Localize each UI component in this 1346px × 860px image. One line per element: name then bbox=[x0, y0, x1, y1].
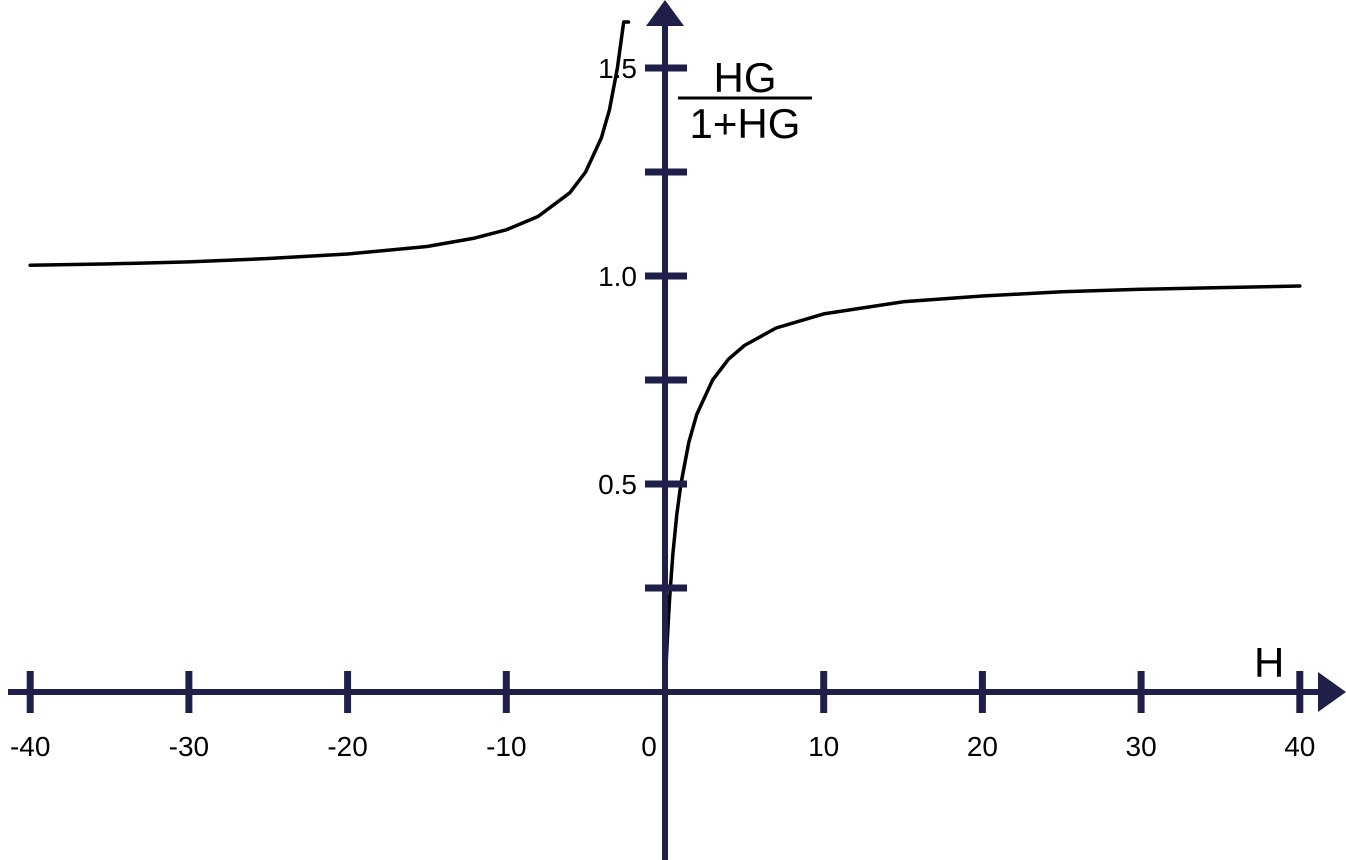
tick-labels: -40 -30 -20 -10 0 10 20 30 40 0.5 1.0 1.5 bbox=[10, 53, 1315, 762]
x-tick-label--20: -20 bbox=[327, 731, 367, 762]
x-tick-label-0: 0 bbox=[641, 731, 657, 762]
x-axis-label: H bbox=[1254, 639, 1284, 686]
y-tick-label-1: 1.0 bbox=[598, 261, 637, 292]
axes bbox=[8, 0, 1346, 860]
ticks bbox=[26, 64, 1304, 713]
x-tick-label--10: -10 bbox=[486, 731, 526, 762]
y-axis-label-numerator: HG bbox=[714, 54, 777, 101]
axis-labels: H HG 1+HG bbox=[678, 54, 1284, 686]
x-tick-label-10: 10 bbox=[808, 731, 839, 762]
x-tick-label-40: 40 bbox=[1284, 731, 1315, 762]
x-tick-label--40: -40 bbox=[10, 731, 50, 762]
x-tick-label-20: 20 bbox=[967, 731, 998, 762]
y-tick-label-0.5: 0.5 bbox=[598, 469, 637, 500]
series-right-branch bbox=[663, 284, 1302, 686]
y-axis-arrow bbox=[646, 0, 684, 26]
y-tick-label-1.5: 1.5 bbox=[598, 53, 637, 84]
x-tick-label--30: -30 bbox=[169, 731, 209, 762]
x-axis-arrow bbox=[1318, 672, 1346, 712]
series-left-branch bbox=[28, 20, 631, 267]
y-axis-label-denominator: 1+HG bbox=[690, 100, 801, 147]
x-tick-label-30: 30 bbox=[1126, 731, 1157, 762]
